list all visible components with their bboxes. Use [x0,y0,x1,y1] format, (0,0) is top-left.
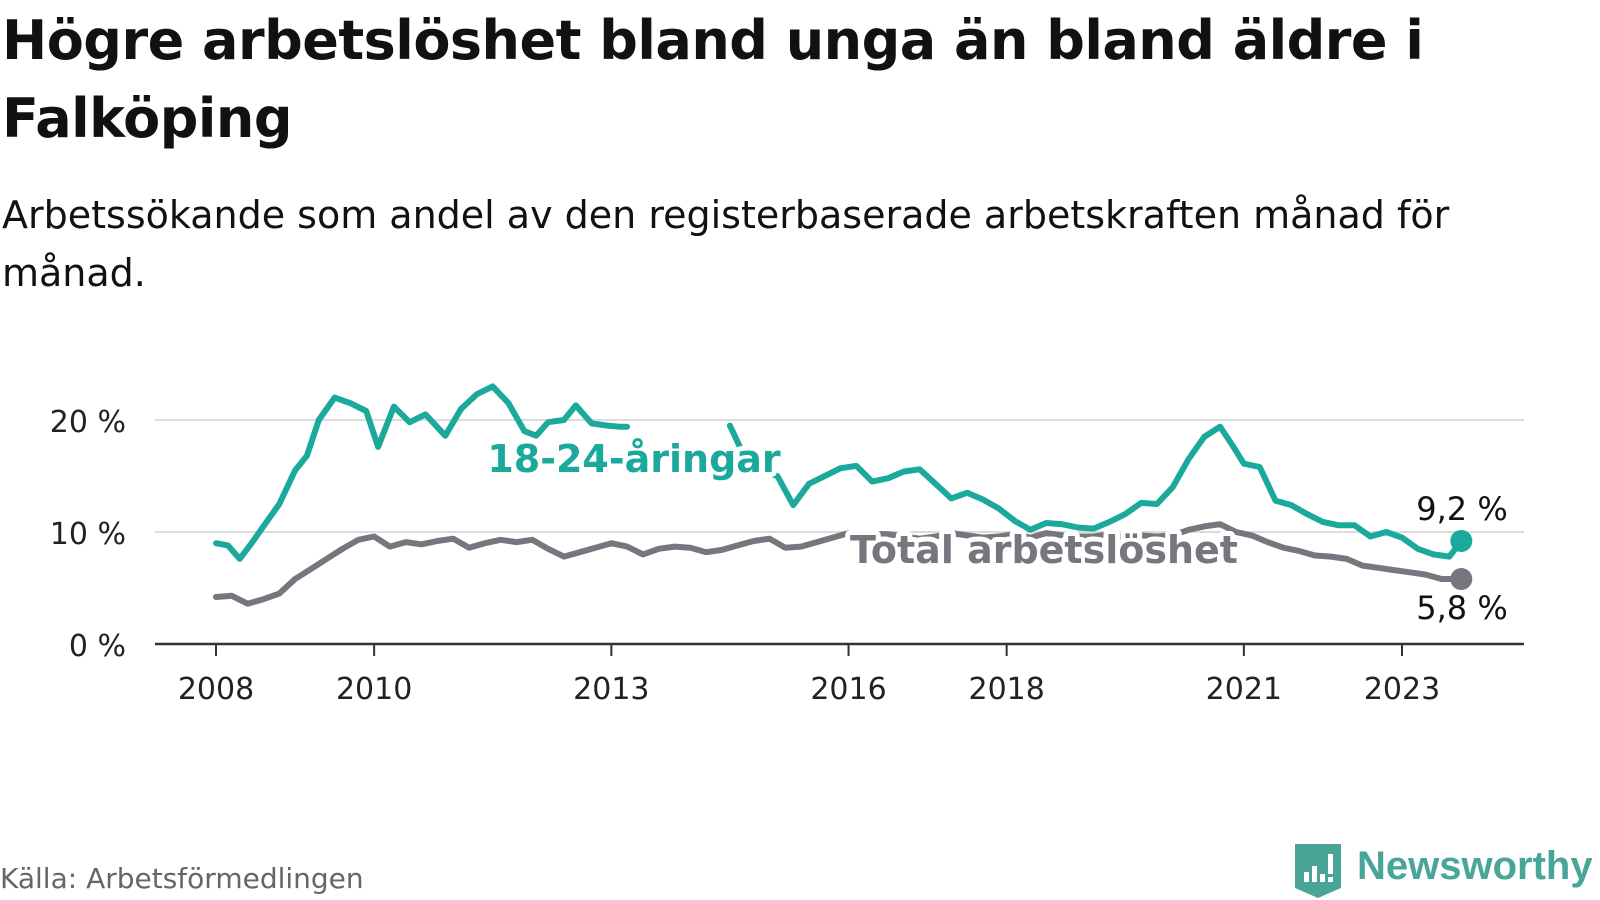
brand-logo[interactable]: Newsworthy [1293,842,1593,900]
x-tick-label: 2013 [573,672,649,707]
x-tick-label: 2018 [968,672,1044,707]
grid-layer [155,419,1524,533]
label-layer: 18-24-åringar Total arbetslöshet 9,2 % 5,8 … [482,432,1507,627]
chart-title: Högre arbetslöshet bland unga än bland ä… [2,9,1424,150]
y-tick-label: 10 % [50,517,126,552]
y-tick-label: 0 % [69,629,126,664]
newsworthy-logo-icon [1295,844,1341,898]
source-note: Källa: Arbetsförmedlingen [0,862,364,895]
series-line-0 [213,383,1465,562]
series-label-youth: 18-24-åringar [487,437,781,481]
x-tick-label: 2008 [178,672,254,707]
axis-layer: 0 % 10 % 20 % 2008 2010 2013 2016 2018 2021 2023 [50,405,1524,707]
x-tick-label: 2016 [810,672,886,707]
end-value-label-youth: 9,2 % [1416,490,1507,528]
line-layer [213,383,1473,607]
y-tick-label: 20 % [50,405,126,440]
series-line-1 [213,521,1465,607]
series-endpoint-0 [1450,529,1473,552]
end-value-label-total: 5,8 % [1416,589,1507,627]
brand-name: Newsworthy [1357,844,1593,888]
x-tick-label: 2010 [336,672,412,707]
x-tick-label: 2021 [1206,672,1282,707]
chart-subtitle: Arbetssökande som andel av den registerb… [2,193,1450,295]
x-tick-label: 2023 [1364,672,1440,707]
series-label-total: Total arbetslöshet [850,528,1238,572]
series-endpoint-1 [1450,568,1473,591]
line-chart: 0 %10 %20 %2008 2010 2013 2016 2018 2021 2023 … [50,383,1524,707]
